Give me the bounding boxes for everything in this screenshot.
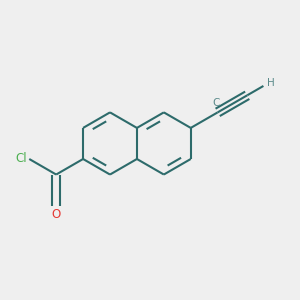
Text: O: O: [52, 208, 61, 221]
Text: C: C: [212, 98, 220, 109]
Text: H: H: [267, 78, 274, 88]
Text: Cl: Cl: [15, 152, 27, 166]
